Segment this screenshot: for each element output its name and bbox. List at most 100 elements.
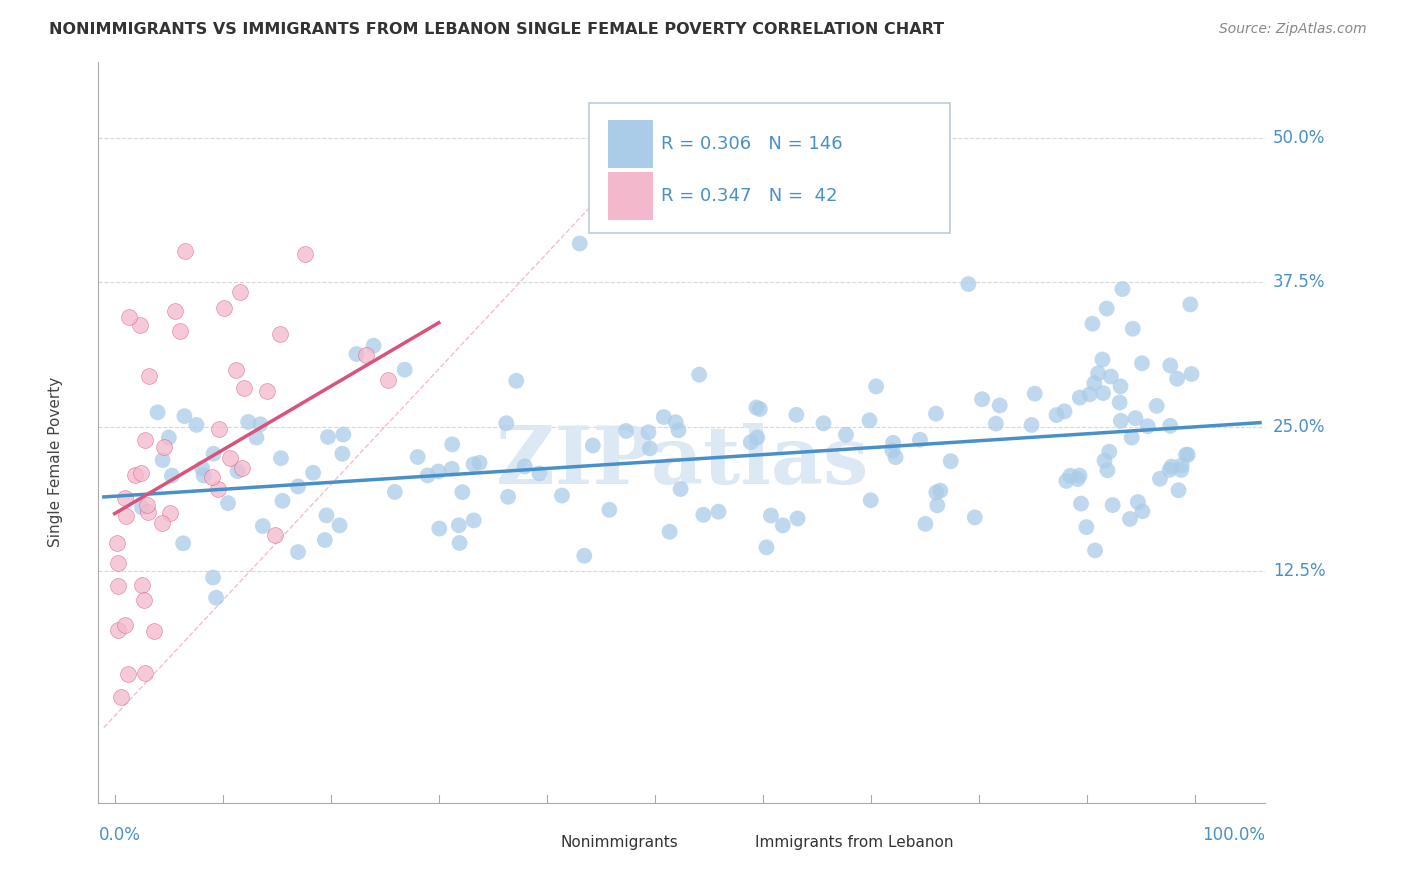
Point [451,485,474,500]
Point [692,508,714,522]
Point [193,468,215,483]
Point [1084,543,1107,558]
Point [152,516,174,531]
Point [1130,356,1153,370]
Text: Immigrants from Lebanon: Immigrants from Lebanon [755,835,953,849]
Point [124,467,146,482]
Point [205,591,228,605]
Point [346,347,368,361]
Text: Source: ZipAtlas.com: Source: ZipAtlas.com [1219,22,1367,37]
Point [668,423,690,437]
Point [582,438,605,452]
Point [207,422,229,436]
Point [105,535,128,549]
Text: 100.0%: 100.0% [1202,826,1265,844]
Point [529,467,551,481]
Point [925,485,948,500]
Point [865,379,887,393]
Point [747,430,769,444]
Point [134,666,156,681]
Point [226,464,249,478]
Point [755,541,778,555]
Point [294,246,316,260]
Point [1101,498,1123,512]
Point [447,518,470,533]
Point [786,511,808,525]
Point [269,326,291,341]
Point [160,468,183,483]
Point [884,450,907,465]
Point [1021,417,1043,432]
Point [174,244,197,259]
Text: R = 0.306   N = 146: R = 0.306 N = 146 [661,135,842,153]
Point [1087,367,1109,381]
Point [707,505,730,519]
Point [212,301,235,315]
Point [146,405,169,419]
Point [772,518,794,533]
Point [135,498,157,512]
FancyBboxPatch shape [516,827,554,857]
Point [416,468,439,483]
Point [1125,411,1147,425]
Point [229,285,252,300]
Point [1119,512,1142,526]
Point [957,277,980,291]
Point [1170,458,1192,473]
Point [316,430,339,444]
Point [835,427,858,442]
Point [172,536,194,550]
Point [202,570,225,584]
FancyBboxPatch shape [589,103,950,233]
Point [207,482,229,496]
Point [363,339,385,353]
Point [440,462,463,476]
Point [1099,369,1122,384]
Point [1092,386,1115,401]
Point [1160,459,1182,474]
Point [356,348,378,362]
Point [114,618,136,632]
Point [132,592,155,607]
Point [287,479,309,493]
Point [219,451,242,466]
Point [963,510,986,524]
Point [939,454,962,468]
Text: 37.5%: 37.5% [1272,273,1326,291]
Point [1083,376,1105,391]
Point [114,491,136,505]
Point [152,440,174,454]
Point [1167,483,1189,498]
Point [1180,367,1202,381]
Point [1109,414,1132,428]
Point [929,483,952,498]
Point [1045,408,1067,422]
Point [1159,463,1181,477]
Point [463,513,485,527]
Point [1069,391,1091,405]
Point [131,500,153,515]
Point [908,433,931,447]
Point [152,453,174,467]
Point [134,433,156,447]
Point [169,324,191,338]
Point [143,624,166,639]
Point [759,508,782,523]
Point [505,374,527,388]
Point [157,431,180,445]
Point [638,442,661,456]
Point [270,451,292,466]
Point [328,518,350,533]
Point [658,524,681,539]
Text: 0.0%: 0.0% [98,826,141,844]
Point [688,368,710,382]
Point [669,482,692,496]
Point [110,690,132,705]
Point [131,578,153,592]
Point [264,528,287,542]
Point [394,362,416,376]
Point [252,519,274,533]
Point [1175,448,1198,462]
Point [117,666,139,681]
Point [107,579,129,593]
